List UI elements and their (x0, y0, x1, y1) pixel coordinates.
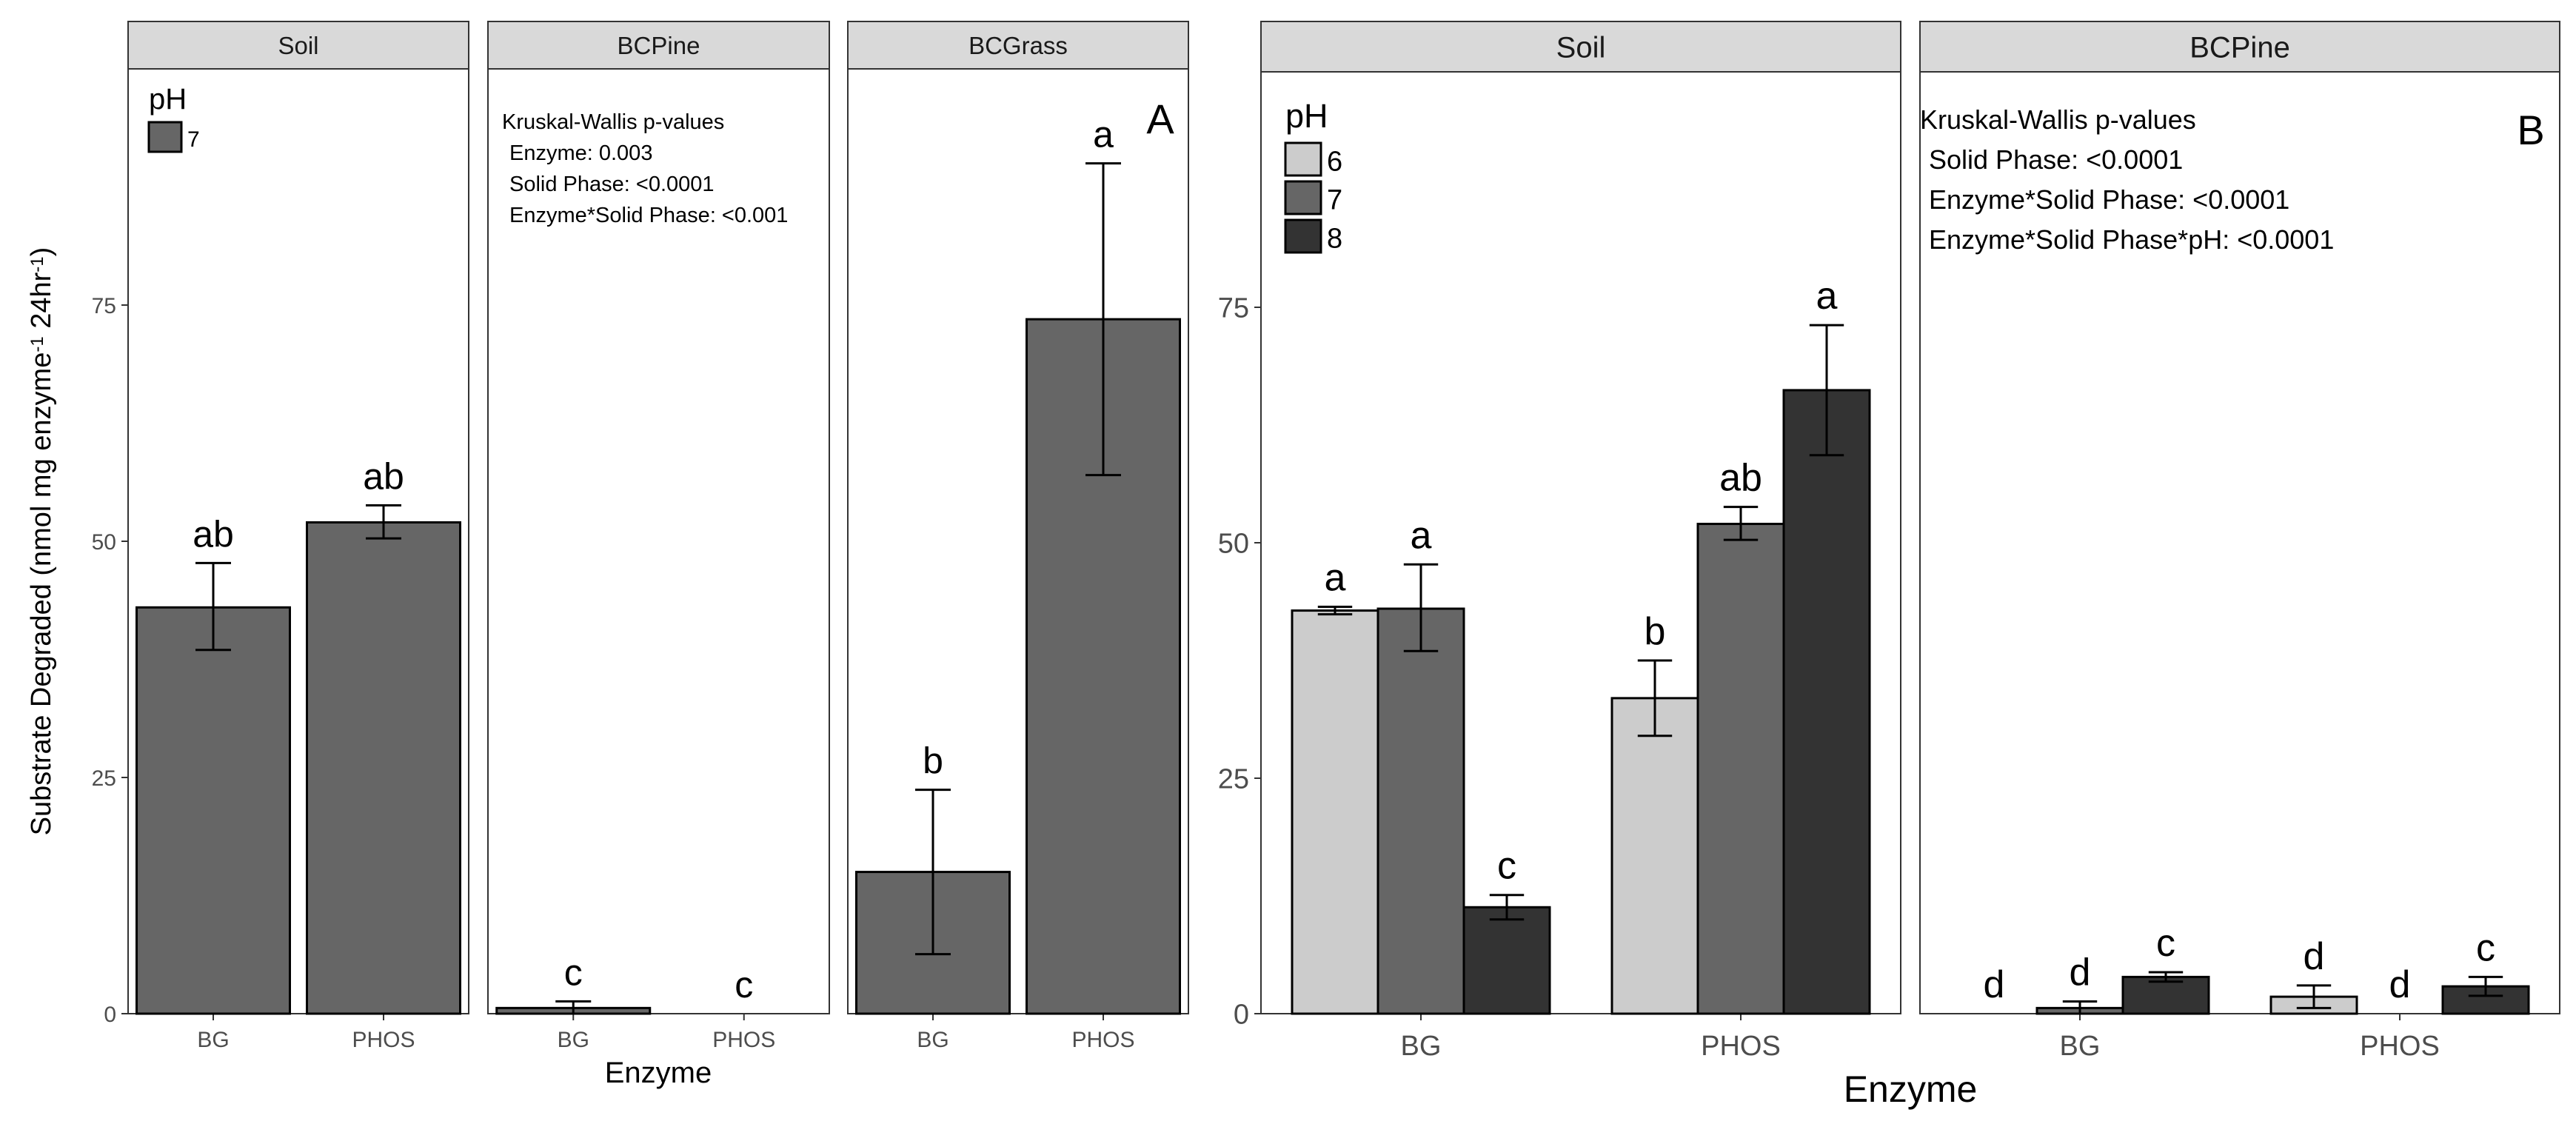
bar (1462, 906, 1551, 1015)
legend-label: 6 (1327, 147, 1342, 178)
significance-letter: ab (193, 513, 234, 555)
significance-letter: c (564, 951, 583, 993)
note-line: Solid Phase: <0.0001 (1929, 144, 2183, 175)
significance-letter: d (2389, 963, 2411, 1006)
significance-letter: b (923, 740, 943, 782)
significance-letter: c (2476, 926, 2495, 969)
y-axis-B: 0 25 50 75 (1218, 293, 1261, 1031)
y-tick-label: 25 (1218, 764, 1249, 795)
note-line: Kruskal-Wallis p-values (502, 110, 724, 134)
significance-letter: a (1411, 514, 1432, 557)
significance-letter: a (1816, 275, 1838, 318)
significance-letter: d (2304, 935, 2325, 978)
kruskal-wallis-note: Kruskal-Wallis p-values Enzyme: 0.003 Soli… (502, 110, 788, 227)
y-axis-title-part: Substrate Degraded (nmol mg enzyme (26, 352, 57, 836)
bar (1291, 609, 1379, 1015)
note-line: Kruskal-Wallis p-values (1920, 104, 2196, 135)
facet-strip (487, 21, 830, 70)
x-tick-label: BG (1401, 1031, 1442, 1062)
panel-frame (487, 68, 830, 1014)
note-line: Solid Phase: <0.0001 (509, 173, 715, 196)
significance-letter: c (735, 964, 753, 1006)
y-tick-label: 25 (92, 766, 116, 791)
legend-key (147, 121, 183, 153)
bar (1610, 697, 1699, 1015)
facet-strip (1919, 21, 2560, 73)
y-tick-label: 0 (1234, 1000, 1249, 1031)
facet-strip-label: BCGrass (968, 32, 1068, 59)
legend: pH7 (147, 83, 200, 153)
y-tick-label: 75 (1218, 293, 1249, 324)
panel-label: A (1146, 96, 1174, 142)
legend-key (1284, 180, 1322, 215)
panel-frame (1919, 71, 2560, 1014)
legend-label: 7 (1327, 185, 1342, 216)
significance-letter: d (1984, 963, 2005, 1006)
kruskal-wallis-note: Kruskal-Wallis p-values Solid Phase: <0.0… (1920, 104, 2334, 255)
significance-letter: c (2156, 922, 2175, 965)
significance-letter: ab (363, 456, 404, 498)
facet-strip-label: BCPine (618, 32, 700, 59)
x-tick-label: PHOS (2360, 1031, 2440, 1062)
legend-key (1284, 141, 1322, 177)
x-axis-title: Enzyme (1844, 1068, 1978, 1110)
bar (1376, 607, 1465, 1015)
facet-B-bcpine: BCPine BG PHOS d d c d d c (1919, 21, 2560, 1062)
significance-letter: b (1645, 610, 1666, 653)
significance-letter: d (2070, 951, 2091, 994)
significance-letter: ab (1719, 457, 1762, 500)
legend: pH 6 7 8 (1284, 97, 1342, 255)
bar (1696, 523, 1785, 1015)
legend-title: pH (1285, 97, 1328, 135)
y-axis-title-part: 24hr (26, 272, 57, 336)
facet-strip-label: BCPine (2189, 31, 2290, 64)
significance-letter: c (1497, 845, 1516, 888)
facet-B-soil: Soil BG PHOS a a c b ab a (1260, 21, 1901, 1062)
x-tick-label: BG (197, 1028, 229, 1052)
x-tick-label: PHOS (712, 1028, 775, 1052)
x-tick-label: PHOS (352, 1028, 415, 1052)
significance-letter: a (1325, 556, 1346, 599)
x-tick-label: PHOS (1071, 1028, 1134, 1052)
y-axis-title-superscript: -1 (27, 256, 47, 272)
facet-A-bcpine: BCPine BG PHOS c c (487, 21, 830, 1052)
legend-label: 7 (187, 127, 200, 152)
bar (136, 606, 291, 1015)
y-tick-label: 50 (1218, 529, 1249, 560)
x-tick-label: BG (558, 1028, 589, 1052)
y-axis-A: 0 25 50 75 (92, 294, 128, 1027)
y-axis-title-part: ) (26, 247, 57, 257)
chart-B: Soil BG PHOS a a c b ab a BCPine BG PHOS d d c d d c 0 25 50… (1218, 21, 2560, 1110)
facet-strip (847, 21, 1189, 70)
legend-title: pH (149, 83, 187, 116)
bar (1782, 389, 1871, 1015)
y-axis-title-superscript: -1 (27, 336, 47, 352)
facet-A-soil: Soil BG PHOS ab ab (127, 21, 469, 1052)
facet-strip-label: Soil (1556, 31, 1606, 64)
legend-label: 8 (1327, 224, 1342, 255)
facet-strip (1260, 21, 1901, 73)
x-tick-label: BG (917, 1028, 949, 1052)
note-line: Enzyme: 0.003 (509, 141, 652, 165)
facet-strip-label: Soil (278, 32, 318, 59)
y-tick-label: 75 (92, 294, 116, 318)
note-line: Enzyme*Solid Phase*pH: <0.0001 (1929, 224, 2334, 255)
x-tick-label: BG (2060, 1031, 2101, 1062)
facet-A-bcgrass: BCGrass BG PHOS b a (847, 21, 1189, 1052)
significance-letter: a (1093, 114, 1114, 155)
y-tick-label: 50 (92, 530, 116, 555)
facet-strip (127, 21, 469, 70)
x-axis-title: Enzyme (605, 1057, 712, 1089)
bar (306, 521, 461, 1015)
legend-key (1284, 218, 1322, 254)
y-axis-title: Substrate Degraded (nmol mg enzyme-1 24h… (26, 247, 57, 836)
x-tick-label: PHOS (1701, 1031, 1781, 1062)
y-tick-label: 0 (104, 1003, 116, 1027)
panel-label: B (2517, 107, 2544, 153)
note-line: Enzyme*Solid Phase: <0.001 (509, 204, 788, 227)
note-line: Enzyme*Solid Phase: <0.0001 (1929, 184, 2289, 215)
